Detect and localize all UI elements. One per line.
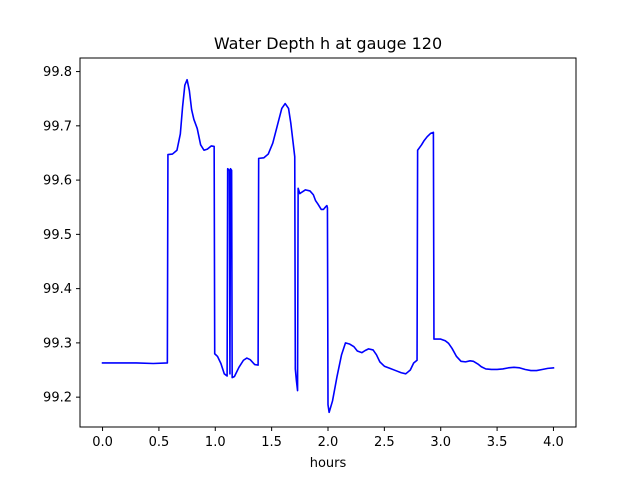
x-axis-ticks: 0.0 0.5 1.0 1.5 2.0 2.5 3.0 3.5 4.0 xyxy=(92,427,564,450)
y-tick-label: 99.5 xyxy=(43,228,72,243)
series-line-1 xyxy=(101,78,555,414)
y-axis-ticks: 99.2 99.3 99.4 99.5 99.6 99.7 99.8 xyxy=(43,65,80,406)
y-tick-label: 99.6 xyxy=(43,174,72,189)
y-tick-label: 99.3 xyxy=(43,336,72,351)
x-tick-label: 1.0 xyxy=(205,435,226,450)
y-tick-label: 99.7 xyxy=(43,119,72,134)
x-tick-label: 3.0 xyxy=(430,435,451,450)
x-tick-label: 4.0 xyxy=(543,435,564,450)
chart-title: Water Depth h at gauge 120 xyxy=(214,34,442,53)
y-tick-label: 99.8 xyxy=(43,65,72,80)
x-tick-label: 2.0 xyxy=(318,435,339,450)
x-axis-label: hours xyxy=(310,456,347,471)
y-tick-label: 99.4 xyxy=(43,282,72,297)
x-tick-label: 1.5 xyxy=(261,435,282,450)
y-tick-label: 99.2 xyxy=(43,391,72,406)
x-tick-label: 2.5 xyxy=(374,435,395,450)
x-tick-label: 3.5 xyxy=(487,435,508,450)
x-tick-label: 0.5 xyxy=(149,435,170,450)
x-tick-label: 0.0 xyxy=(92,435,113,450)
